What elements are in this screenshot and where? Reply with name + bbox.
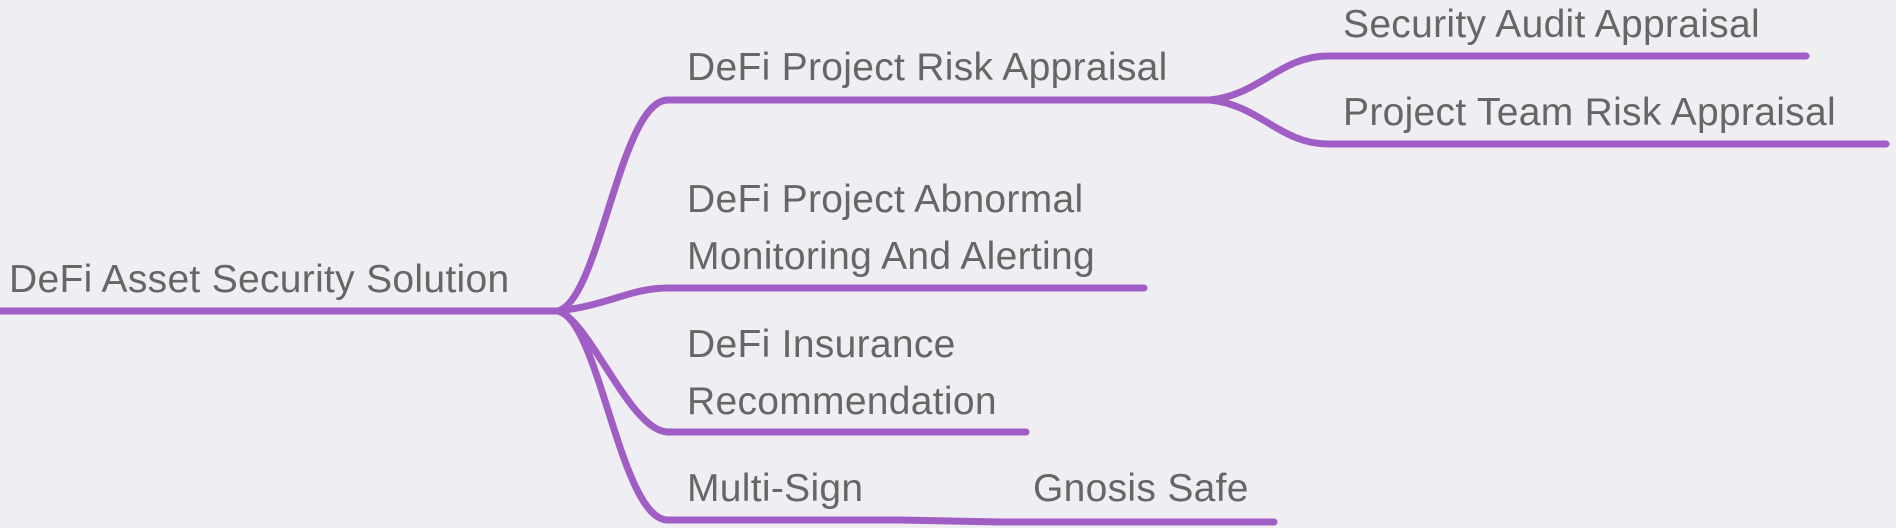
branch-node-monitoring-line-1[interactable]: DeFi Project Abnormal (687, 178, 1084, 221)
connector-sub-1-2 (1206, 96, 1332, 148)
branch-node-multi-sign[interactable]: Multi-Sign (687, 467, 864, 510)
branch-node-monitoring-line-2[interactable]: Monitoring And Alerting (687, 235, 1095, 278)
branch-node-insurance-line-1[interactable]: DeFi Insurance (687, 323, 956, 366)
connector-branch-1 (554, 96, 672, 315)
subnode-security-audit[interactable]: Security Audit Appraisal (1343, 3, 1760, 46)
connector-sub-4-1 (896, 516, 1004, 526)
branch-node-insurance-line-2[interactable]: Recommendation (687, 380, 997, 423)
subnode-gnosis-safe[interactable]: Gnosis Safe (1033, 467, 1249, 510)
root-node-label[interactable]: DeFi Asset Security Solution (9, 258, 510, 301)
branch-node-risk-appraisal[interactable]: DeFi Project Risk Appraisal (687, 46, 1168, 89)
connector-branch-4 (554, 307, 672, 524)
connector-sub-1-1 (1206, 52, 1332, 104)
subnode-team-risk[interactable]: Project Team Risk Appraisal (1343, 91, 1836, 134)
connector-branch-2 (554, 284, 672, 315)
